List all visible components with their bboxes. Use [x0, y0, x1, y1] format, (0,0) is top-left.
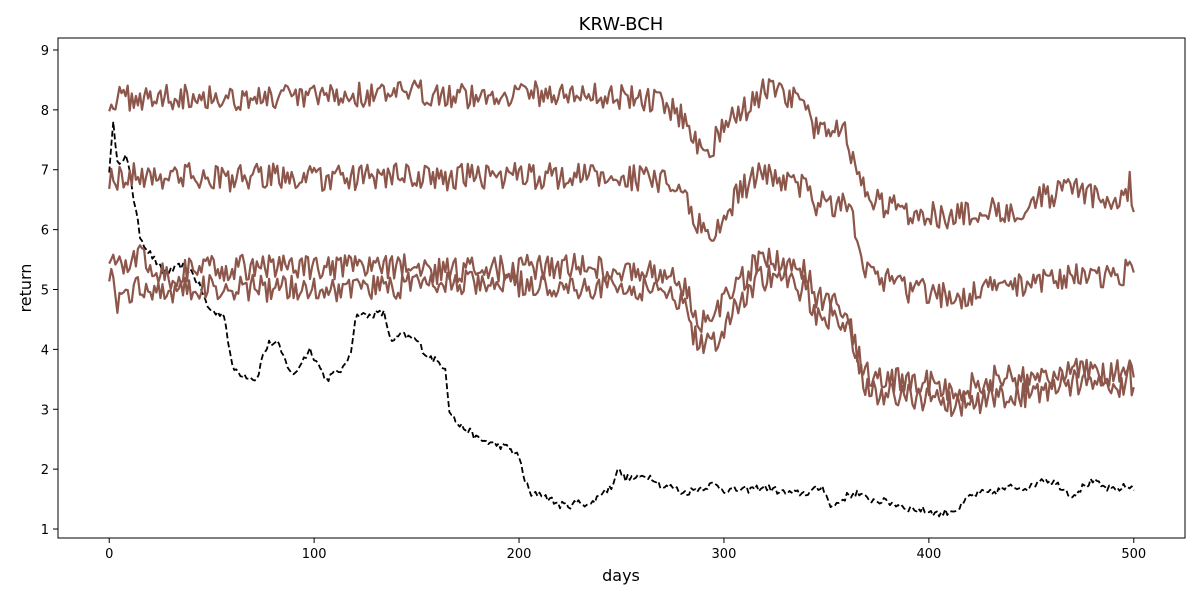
y-axis-label: return [16, 264, 35, 313]
x-tick-label: 200 [507, 547, 532, 562]
series-line-dashed-0 [108, 120, 1135, 518]
y-tick-label: 5 [41, 283, 49, 298]
chart-title: KRW-BCH [579, 14, 664, 35]
plot-frame [57, 37, 1186, 539]
y-tick-label: 3 [41, 403, 49, 418]
y-tick-label: 7 [41, 164, 49, 179]
x-tick-label: 400 [916, 547, 941, 562]
x-tick-label: 300 [712, 547, 737, 562]
ticks-layer: 0 100 200 300 400 500 1 2 3 4 5 6 7 8 9 [41, 44, 1146, 562]
x-tick-label: 0 [105, 547, 113, 562]
x-tick-label: 500 [1121, 547, 1146, 562]
y-tick-label: 1 [41, 523, 49, 538]
series-line-4 [108, 264, 1135, 418]
y-tick-label: 2 [41, 463, 49, 478]
series-line-2 [108, 161, 1135, 310]
y-tick-label: 6 [41, 224, 49, 239]
series-layer [108, 78, 1135, 518]
y-tick-label: 9 [41, 44, 49, 59]
x-axis-label: days [602, 566, 640, 585]
y-tick-label: 8 [41, 104, 49, 119]
y-tick-label: 4 [41, 343, 49, 358]
series-line-1 [108, 78, 1135, 230]
x-tick-label: 100 [302, 547, 327, 562]
